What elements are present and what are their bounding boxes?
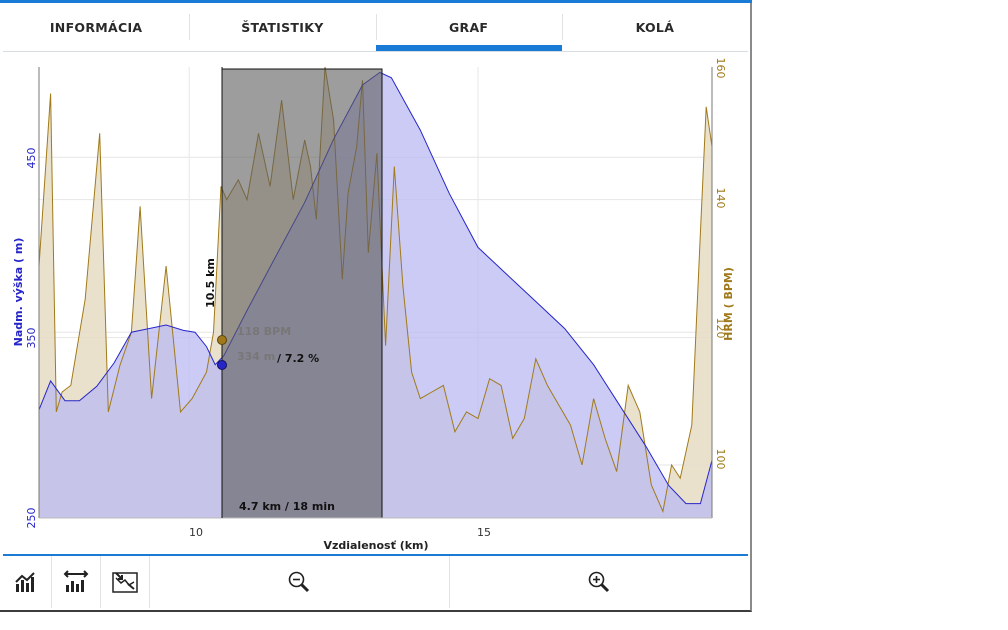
elevation-hr-chart[interactable]: 10 15 Vzdialenosť (km) 250 350 450 Nadm.…: [3, 52, 748, 554]
right-tick-label: 140: [714, 188, 727, 209]
zoom-in-icon: [588, 571, 609, 593]
cursor-distance-label: 10.5 km: [204, 258, 217, 308]
right-tick-label: 100: [714, 449, 727, 470]
elevation-cursor-marker: [217, 360, 227, 370]
elevation-readout: 334 m: [237, 350, 275, 363]
chart-options-icon: [63, 570, 89, 592]
right-tick-label: 160: [714, 58, 727, 79]
grade-readout: / 7.2 %: [277, 352, 319, 365]
bottom-toolbar: [3, 556, 748, 608]
zoom-in-button[interactable]: [448, 556, 749, 608]
x-tick-label: 10: [189, 526, 203, 539]
tab-informacia[interactable]: INFORMÁCIA: [3, 3, 189, 51]
tab-label: KOLÁ: [635, 19, 675, 35]
chart-options-button[interactable]: [52, 556, 101, 608]
left-axis-title: Nadm. výška ( m): [12, 238, 25, 347]
chart-type-icon: [15, 572, 35, 592]
fit-range-button[interactable]: [101, 556, 150, 608]
left-tick-label: 250: [25, 508, 38, 529]
tab-statistiky[interactable]: ŠTATISTIKY: [189, 3, 375, 51]
left-tick-label: 350: [25, 328, 38, 349]
hr-cursor-marker: [217, 335, 227, 345]
app-window: INFORMÁCIA ŠTATISTIKY GRAF KOLÁ 10 15 Vz…: [0, 0, 752, 612]
x-axis-title: Vzdialenosť (km): [323, 539, 428, 552]
selection-summary: 4.7 km / 18 min: [239, 500, 335, 513]
toolbar-separator: [3, 554, 748, 556]
zoom-out-button[interactable]: [150, 556, 449, 608]
zoom-out-icon: [288, 571, 310, 593]
right-axis-title: HRM ( BPM): [722, 267, 735, 341]
hr-readout: 118 BPM: [237, 325, 291, 338]
fit-range-icon: [112, 572, 138, 593]
x-tick-label: 15: [477, 526, 491, 539]
tab-graf[interactable]: GRAF: [375, 3, 563, 51]
chart-type-button[interactable]: [3, 556, 52, 608]
tab-label: GRAF: [448, 19, 489, 35]
top-accent-bar: [0, 0, 752, 3]
right-tick-label: 120: [714, 318, 727, 339]
tab-kola[interactable]: KOLÁ: [561, 3, 748, 51]
tab-bar: INFORMÁCIA ŠTATISTIKY GRAF KOLÁ: [3, 3, 748, 52]
tab-label: INFORMÁCIA: [49, 19, 143, 35]
tab-label: ŠTATISTIKY: [241, 19, 324, 35]
chart-panel[interactable]: 10 15 Vzdialenosť (km) 250 350 450 Nadm.…: [3, 52, 748, 554]
left-tick-label: 450: [25, 148, 38, 169]
selection-range[interactable]: [221, 68, 383, 519]
